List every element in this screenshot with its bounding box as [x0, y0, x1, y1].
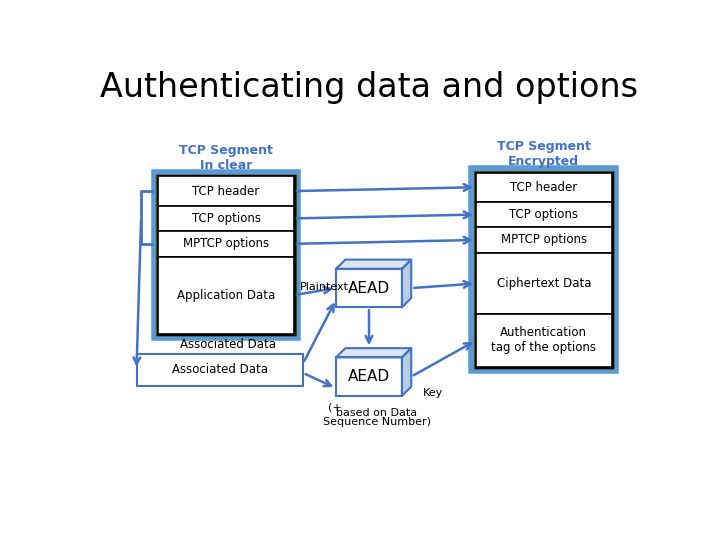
- Bar: [475, 172, 612, 367]
- Text: Associated Data: Associated Data: [179, 338, 276, 351]
- Text: Sequence Number): Sequence Number): [323, 417, 431, 427]
- Polygon shape: [402, 348, 411, 396]
- Text: Plaintext: Plaintext: [300, 282, 349, 292]
- Text: Authentication
tag of the options: Authentication tag of the options: [491, 327, 596, 354]
- Text: TCP header: TCP header: [192, 185, 260, 198]
- Text: Ciphertext Data: Ciphertext Data: [497, 277, 591, 290]
- Text: TCP header: TCP header: [510, 181, 577, 194]
- Bar: [137, 354, 303, 386]
- Bar: [476, 253, 611, 314]
- Bar: [158, 206, 294, 231]
- Text: TCP Segment
In clear: TCP Segment In clear: [179, 144, 273, 172]
- Text: MPTCP options: MPTCP options: [500, 233, 587, 246]
- Text: MPTCP options: MPTCP options: [183, 237, 269, 251]
- Bar: [158, 177, 294, 334]
- Text: TCP options: TCP options: [509, 208, 578, 221]
- Text: AEAD: AEAD: [348, 281, 390, 295]
- Text: TCP Segment
Encrypted: TCP Segment Encrypted: [497, 140, 590, 168]
- Bar: [476, 314, 611, 367]
- Text: Key: Key: [423, 388, 443, 398]
- Polygon shape: [336, 348, 411, 357]
- Bar: [153, 172, 299, 338]
- Bar: [472, 168, 616, 372]
- Text: AEAD: AEAD: [348, 369, 390, 384]
- Text: (+: (+: [328, 402, 342, 413]
- Bar: [336, 269, 402, 307]
- Polygon shape: [336, 260, 411, 269]
- Bar: [476, 227, 611, 253]
- Text: Application Data: Application Data: [177, 288, 275, 301]
- Bar: [158, 231, 294, 256]
- Bar: [476, 173, 611, 202]
- Bar: [476, 173, 611, 367]
- Text: Associated Data: Associated Data: [172, 363, 268, 376]
- Bar: [336, 357, 402, 396]
- Polygon shape: [402, 260, 411, 307]
- Bar: [158, 177, 294, 206]
- Text: based on Data: based on Data: [336, 408, 418, 418]
- Text: Authenticating data and options: Authenticating data and options: [100, 71, 638, 104]
- Bar: [476, 202, 611, 227]
- Bar: [158, 256, 294, 334]
- Bar: [158, 176, 294, 334]
- Text: TCP options: TCP options: [192, 212, 261, 225]
